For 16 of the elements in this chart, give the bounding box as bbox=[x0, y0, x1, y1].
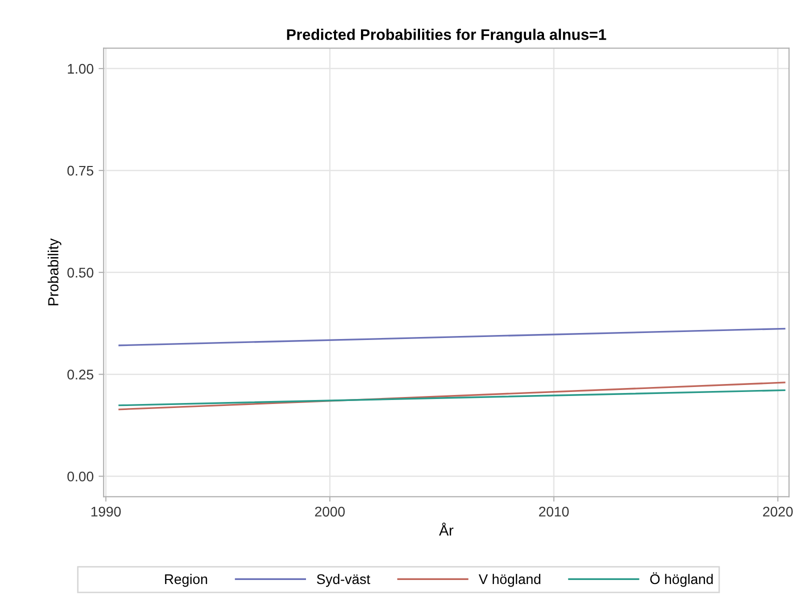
chart-title: Predicted Probabilities for Frangula alnus=1 bbox=[287, 28, 606, 44]
x-tick-label: 2020 bbox=[763, 506, 793, 517]
x-tick-label: 1990 bbox=[91, 506, 121, 517]
legend-title: Region bbox=[165, 574, 208, 587]
y-tick-label: 0.75 bbox=[67, 166, 94, 176]
legend-label: Syd-väst bbox=[316, 574, 370, 587]
x-tick-label: 2010 bbox=[539, 506, 569, 517]
y-tick-label: 0.25 bbox=[67, 370, 94, 380]
x-axis-title: År bbox=[439, 522, 454, 536]
legend-label: Ö högland bbox=[650, 572, 713, 587]
legend-label: V högland bbox=[478, 574, 540, 587]
y-axis-title: Probability bbox=[48, 238, 62, 306]
y-tick-label: 0.50 bbox=[67, 268, 94, 278]
y-tick-label: 0.00 bbox=[67, 472, 94, 482]
x-tick-label: 2000 bbox=[315, 506, 345, 517]
y-tick-label: 1.00 bbox=[68, 64, 94, 74]
